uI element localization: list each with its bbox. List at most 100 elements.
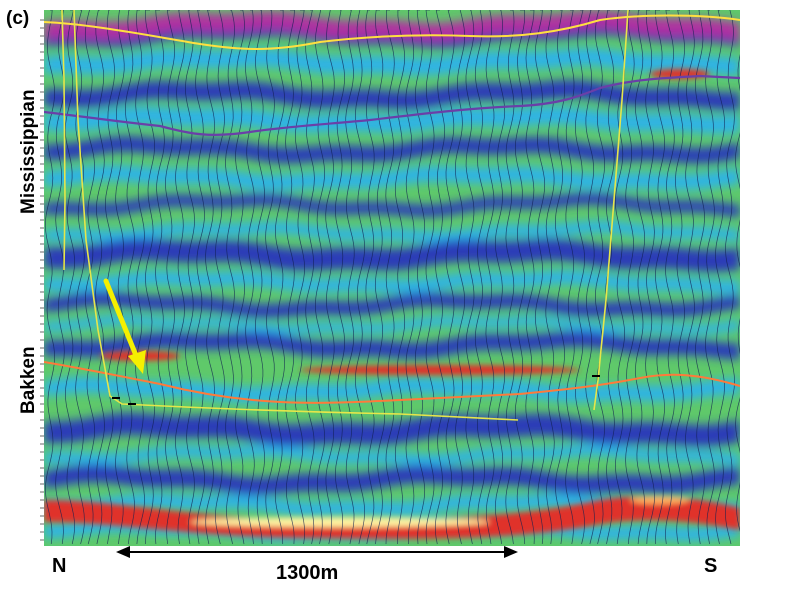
wiggle-trace (165, 10, 175, 545)
wiggle-trace (215, 10, 225, 545)
well-path-1 (61, 10, 66, 271)
wiggle-trace (195, 10, 205, 545)
wiggle-trace (455, 10, 465, 545)
wiggle-trace (385, 10, 395, 545)
wiggle-trace (445, 10, 455, 545)
wiggle-trace (64, 10, 75, 545)
wiggle-trace (685, 10, 695, 545)
wiggle-trace (545, 10, 555, 545)
wiggle-trace (335, 10, 345, 545)
wiggle-trace (715, 10, 725, 545)
blue-band (44, 291, 740, 319)
wiggle-trace (374, 10, 386, 545)
wiggle-trace (274, 10, 285, 545)
wiggle-trace (565, 10, 575, 545)
wiggle-trace (534, 10, 546, 545)
wiggle-trace (594, 10, 605, 545)
wiggle-trace (365, 10, 375, 545)
wiggle-trace (525, 10, 535, 545)
wiggle-trace (555, 10, 566, 545)
wiggle-trace (634, 10, 645, 545)
wiggle-trace (645, 10, 655, 545)
wiggle-trace (494, 10, 506, 545)
wiggle-trace (185, 10, 195, 545)
wiggle-trace (585, 10, 595, 545)
wiggle-trace (505, 10, 515, 545)
magenta-band (44, 10, 740, 42)
wiggle-trace (355, 10, 365, 545)
red-anomaly (44, 496, 740, 539)
blue-band (44, 192, 740, 218)
wiggle-traces (44, 10, 740, 545)
wiggle-trace (95, 10, 105, 545)
wiggle-trace (205, 10, 215, 545)
wiggle-trace (125, 10, 135, 545)
wiggle-trace (615, 10, 626, 545)
orange-anomaly (630, 496, 690, 504)
wiggle-trace (285, 10, 295, 545)
bakken-horizon-line (44, 361, 740, 404)
scale-bar (116, 546, 518, 558)
bakken-label: Bakken (18, 346, 39, 414)
wiggle-trace (315, 10, 326, 545)
wiggle-trace (675, 10, 685, 545)
wiggle-trace (155, 10, 165, 545)
wiggle-trace (485, 10, 495, 545)
wiggle-trace (135, 10, 145, 545)
wiggle-trace (225, 10, 235, 545)
wiggle-trace (725, 10, 735, 545)
panel-label: (c) (6, 8, 30, 29)
well-markers (112, 375, 600, 405)
wiggle-trace (265, 10, 275, 545)
cyan-band (44, 270, 740, 295)
wiggle-trace (465, 10, 475, 545)
wiggle-trace (305, 10, 315, 545)
upper-purple-horizon-line (44, 74, 740, 136)
wiggle-trace (655, 10, 665, 545)
wiggle-trace (434, 10, 446, 545)
cyan-band (44, 315, 740, 335)
blue-band (44, 238, 740, 273)
south-label: S (704, 555, 718, 577)
wiggle-trace (115, 10, 125, 545)
well-path-3 (593, 10, 629, 411)
cyan-band (44, 443, 740, 466)
wiggle-trace (474, 10, 486, 545)
cyan-band (44, 47, 740, 77)
wiggle-trace (294, 10, 306, 545)
cyan-band (44, 493, 740, 517)
wiggle-trace (245, 10, 255, 545)
depth-ticks (40, 19, 44, 541)
cyan-band (44, 106, 740, 134)
wiggle-trace (394, 10, 406, 545)
wiggle-trace (625, 10, 635, 545)
wiggle-trace (514, 10, 526, 545)
wiggle-trace (255, 10, 265, 545)
wiggle-trace (44, 10, 56, 545)
mississippian-horizon-line (44, 14, 740, 50)
wiggle-trace (705, 10, 715, 545)
wiggle-trace (145, 10, 155, 545)
wiggle-trace (105, 10, 115, 545)
blue-band (44, 135, 740, 164)
wiggle-trace (665, 10, 675, 545)
mississippian-label: Mississippian (18, 89, 39, 214)
wiggle-trace (695, 10, 705, 545)
north-label: N (52, 555, 67, 577)
cyan-band (44, 220, 740, 243)
scale-bar-label: 1300m (276, 562, 339, 584)
yellow-anomaly (190, 517, 490, 527)
wiggle-trace (414, 10, 426, 545)
yellow-arrow (103, 278, 146, 374)
wiggle-trace (84, 10, 95, 545)
red-anomaly (300, 365, 580, 375)
wiggle-trace (235, 10, 245, 545)
wiggle-trace (175, 10, 185, 545)
wiggle-trace (405, 10, 415, 545)
wiggle-trace (75, 10, 85, 545)
blue-band (44, 79, 740, 111)
cyan-band (44, 164, 740, 191)
wiggle-trace (325, 10, 335, 545)
wiggle-trace (345, 10, 355, 545)
